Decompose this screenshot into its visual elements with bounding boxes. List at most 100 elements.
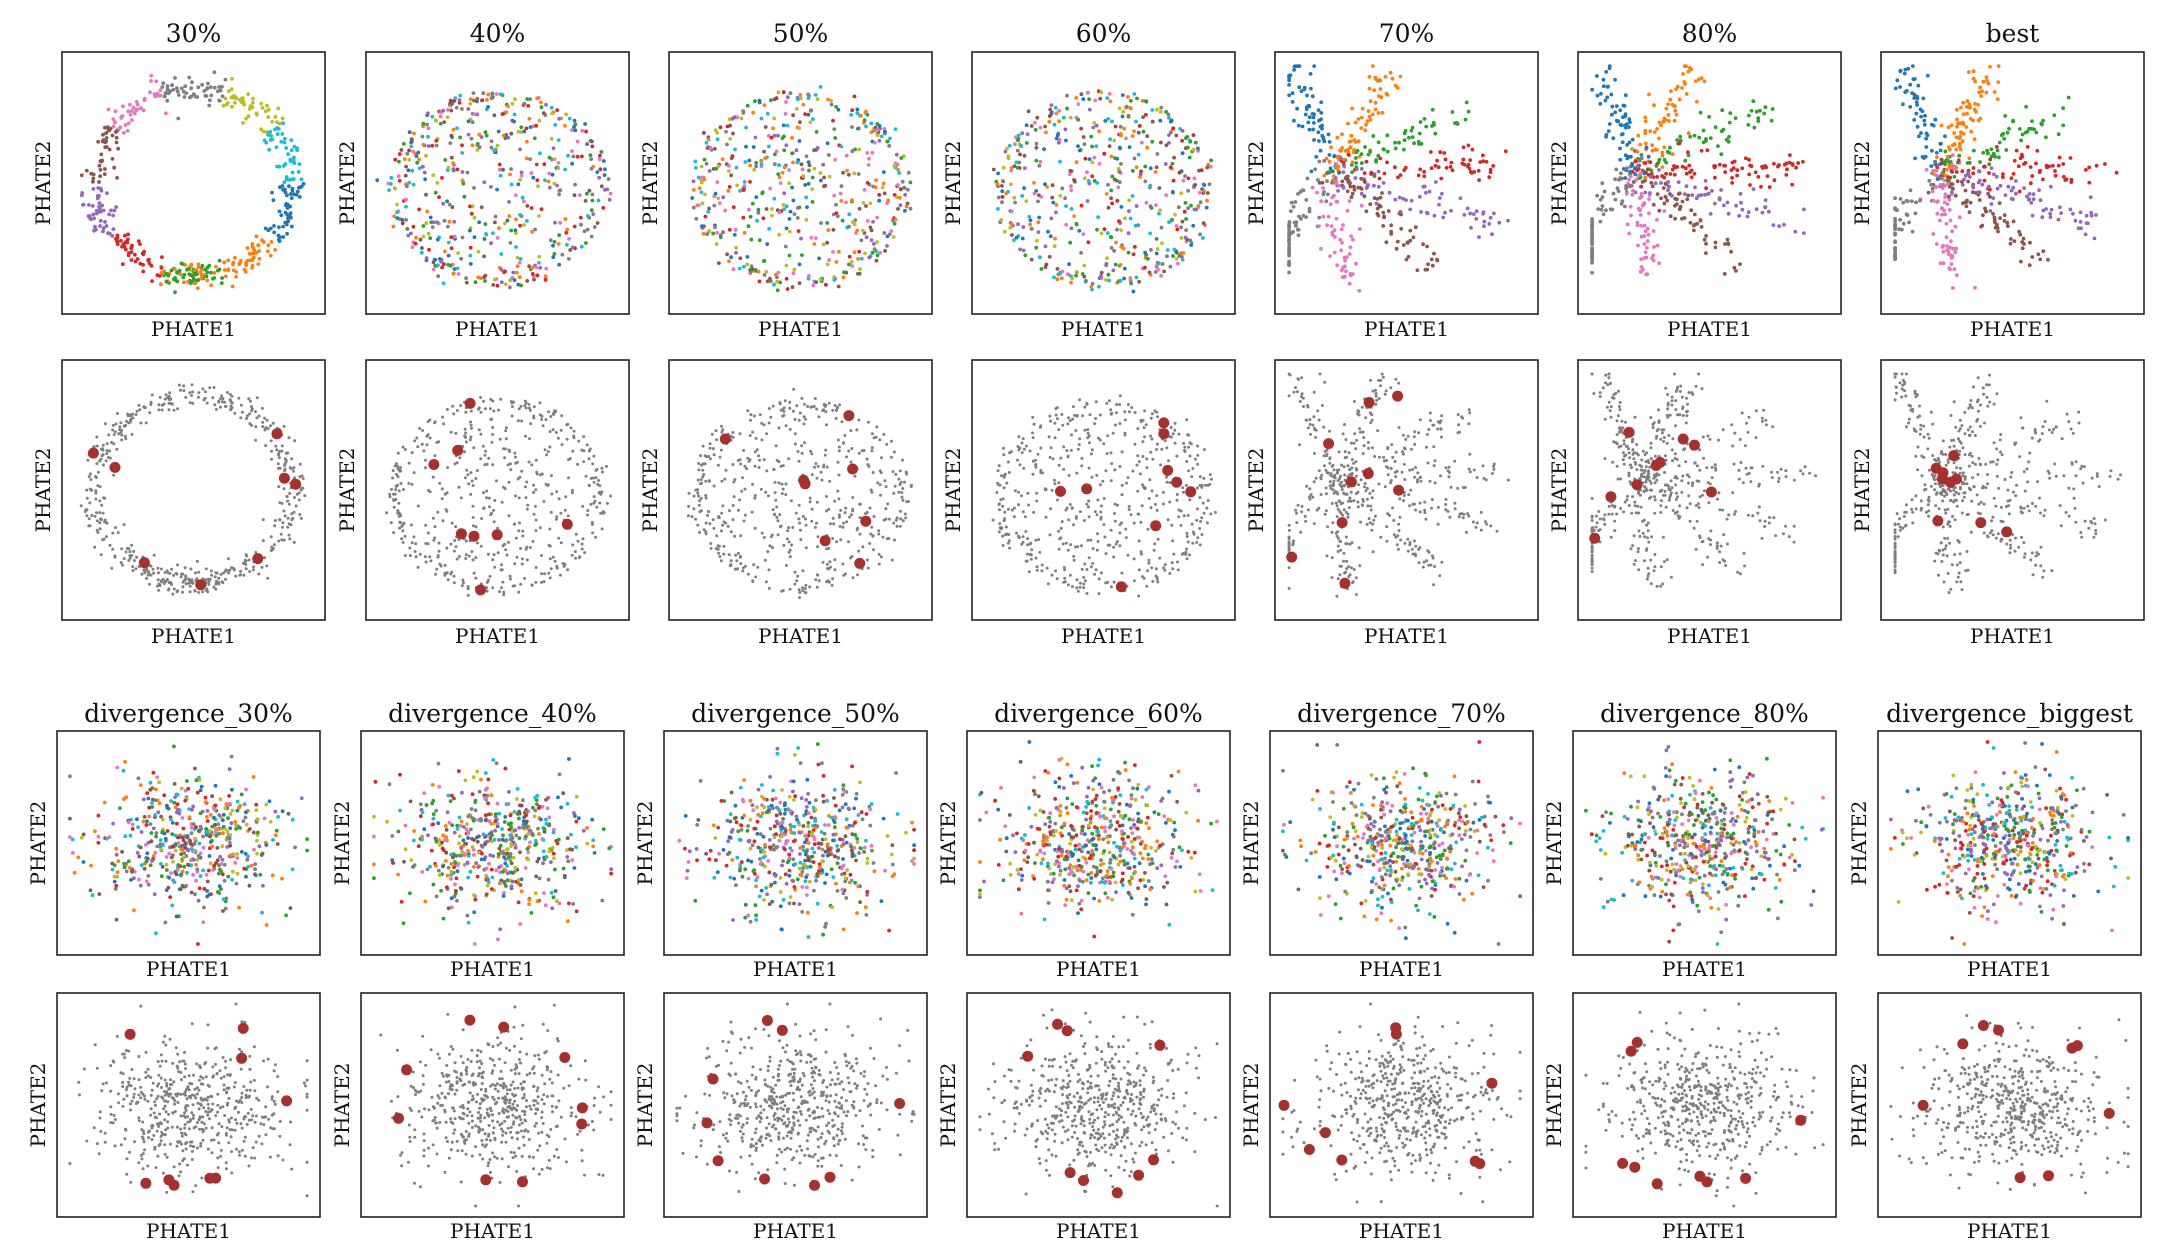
scatter-point <box>159 282 163 287</box>
scatter-point <box>573 128 578 133</box>
scatter-point <box>865 181 870 185</box>
scatter-point <box>1684 92 1689 96</box>
scatter-point <box>768 186 773 191</box>
scatter-point <box>2031 197 2036 202</box>
scatter-point <box>402 157 407 162</box>
scatter-point <box>1487 222 1492 226</box>
scatter-point <box>1956 158 1961 163</box>
highlight-point <box>271 428 283 440</box>
scatter-point <box>153 94 158 99</box>
scatter-point <box>289 148 294 153</box>
scatter-point <box>1342 255 1347 260</box>
scatter-point <box>701 231 706 236</box>
scatter-point <box>200 263 205 268</box>
scatter-point <box>435 220 439 225</box>
scatter-point <box>729 255 733 260</box>
scatter-point <box>449 542 453 546</box>
scatter-point <box>591 531 595 535</box>
scatter-point <box>522 101 527 106</box>
scatter-point <box>428 555 432 559</box>
scatter-point <box>567 116 572 121</box>
scatter-point <box>451 127 456 132</box>
scatter-point <box>224 405 228 408</box>
scatter-point <box>2025 145 2030 149</box>
scatter-point <box>2020 240 2024 244</box>
scatter-point <box>877 562 881 566</box>
scatter-point <box>1712 164 1716 168</box>
scatter-point <box>116 412 119 415</box>
scatter-point <box>543 572 547 576</box>
scatter-point <box>440 497 444 501</box>
scatter-point <box>1643 128 1648 133</box>
scatter-point <box>464 539 468 543</box>
scatter-point <box>2024 104 2028 109</box>
scatter-point <box>1170 190 1175 194</box>
scatter-point <box>804 217 809 222</box>
scatter-point <box>1650 184 1655 189</box>
scatter-point <box>796 574 800 578</box>
scatter-point <box>534 458 538 462</box>
scatter-point <box>742 180 747 184</box>
scatter-point <box>1927 178 1932 183</box>
scatter-point <box>396 451 400 455</box>
scatter-point <box>1938 218 1942 223</box>
scatter-point <box>1904 199 1909 203</box>
scatter-point <box>1924 136 1928 141</box>
scatter-point <box>778 280 782 285</box>
scatter-point <box>1972 148 1976 153</box>
scatter-point <box>1416 139 1421 144</box>
scatter-point <box>1661 186 1666 190</box>
scatter-point <box>570 128 574 133</box>
scatter-point <box>475 148 480 152</box>
scatter-point <box>243 558 247 562</box>
y-axis-label: PHATE2 <box>31 448 55 533</box>
scatter-point <box>551 146 556 151</box>
scatter-point <box>543 277 548 282</box>
scatter-point <box>791 271 796 276</box>
scatter-point <box>514 461 518 465</box>
scatter-point <box>1157 261 1161 266</box>
scatter-point <box>1082 263 1087 268</box>
scatter-point <box>164 91 168 95</box>
scatter-point <box>1680 216 1684 221</box>
scatter-point <box>1372 183 1376 188</box>
scatter-point <box>263 556 266 560</box>
scatter-point <box>99 152 104 157</box>
axes-frame <box>61 51 326 315</box>
scatter-point <box>273 115 278 119</box>
scatter-point <box>97 208 102 213</box>
scatter-point <box>1197 191 1202 195</box>
scatter-point <box>296 170 301 174</box>
scatter-point <box>856 172 861 176</box>
scatter-point <box>1373 107 1378 112</box>
scatter-point <box>101 453 105 457</box>
scatter-point <box>592 480 596 484</box>
scatter-point <box>1661 119 1666 124</box>
scatter-point <box>543 274 548 279</box>
scatter-point <box>1099 270 1104 275</box>
scatter-point <box>1686 131 1691 136</box>
scatter-point <box>749 264 754 269</box>
scatter-point <box>1337 184 1341 188</box>
scatter-point <box>1177 170 1182 175</box>
scatter-point <box>474 576 478 580</box>
scatter-point <box>1378 204 1383 209</box>
scatter-point <box>1373 100 1378 105</box>
scatter-point <box>404 218 408 222</box>
scatter-point <box>451 271 456 276</box>
scatter-point <box>173 290 177 295</box>
scatter-point <box>512 112 517 117</box>
scatter-point <box>1981 79 1986 84</box>
scatter-point <box>1996 229 2000 234</box>
scatter-point <box>464 276 468 280</box>
scatter-point <box>471 524 475 528</box>
scatter-point <box>712 484 716 488</box>
scatter-point <box>1174 256 1179 261</box>
scatter-point <box>247 107 252 111</box>
scatter-point <box>1680 86 1684 90</box>
scatter-point <box>472 235 477 240</box>
scatter-point <box>1455 122 1460 126</box>
x-axis-label: PHATE1 <box>758 317 843 341</box>
scatter-point <box>468 438 472 442</box>
scatter-point <box>1960 180 1964 184</box>
